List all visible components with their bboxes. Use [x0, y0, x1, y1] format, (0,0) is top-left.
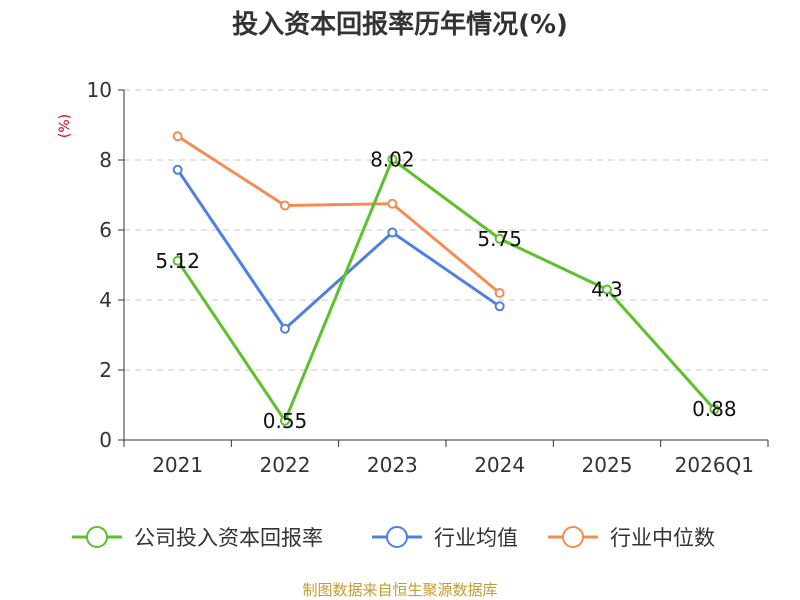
y-axis-unit-label: (%) [57, 114, 73, 138]
y-tick-label: 10 [87, 78, 112, 102]
data-label: 0.55 [263, 409, 308, 433]
legend-item-0[interactable]: 公司投入资本回报率 [72, 526, 323, 550]
data-label: 5.12 [155, 249, 200, 273]
y-tick-label: 6 [99, 218, 112, 242]
data-point [387, 198, 398, 209]
legend-marker [86, 526, 108, 548]
data-point [280, 200, 290, 211]
data-point [494, 301, 505, 312]
legend-marker [386, 526, 408, 548]
data-label: 4.3 [591, 278, 623, 302]
data-point [387, 227, 398, 238]
x-tick-label: 2023 [367, 453, 418, 477]
data-point [280, 415, 290, 426]
x-tick-label: 2022 [260, 453, 311, 477]
x-tick-label: 2024 [474, 453, 525, 477]
y-tick-label: 8 [99, 148, 112, 172]
chart-title: 投入资本回报率历年情况(%) [232, 9, 568, 40]
data-point [172, 255, 183, 266]
data-point [280, 323, 290, 334]
legend-item-1[interactable]: 行业均值 [372, 526, 518, 550]
y-tick-label: 2 [99, 358, 112, 382]
data-point [172, 131, 183, 142]
data-point [709, 404, 720, 415]
legend: 公司投入资本回报率 行业均值 行业中位数 [72, 526, 715, 550]
legend-marker [562, 526, 584, 548]
series-line-0 [176, 157, 716, 423]
data-point [494, 288, 505, 298]
data-label: 8.02 [370, 147, 415, 171]
x-tick-label: 2026Q1 [675, 453, 754, 477]
y-tick-label: 4 [99, 288, 112, 312]
data-label: 0.88 [692, 397, 737, 421]
x-tick-label: 2021 [152, 453, 203, 477]
data-labels: 5.12 0.55 8.02 5.75 4.3 0.88 [155, 147, 736, 432]
data-point [172, 164, 183, 175]
legend-label: 公司投入资本回报率 [134, 526, 323, 550]
series-lines [172, 131, 720, 426]
legend-label: 行业均值 [434, 526, 518, 550]
source-note: 制图数据来自恒生聚源数据库 [302, 581, 497, 599]
grid-lines [124, 89, 768, 371]
data-label: 5.75 [477, 227, 522, 251]
y-tick-label: 0 [99, 428, 112, 452]
x-tick-label: 2025 [582, 453, 633, 477]
data-point [494, 233, 505, 244]
series-line-2 [176, 134, 502, 295]
data-point [602, 284, 612, 295]
data-point [387, 154, 398, 165]
legend-label: 行业中位数 [610, 526, 715, 550]
axes: 0 2 4 6 8 10 2021 2022 2023 2024 2025 2026Q1 [87, 78, 769, 477]
series-line-1 [176, 168, 502, 331]
legend-item-2[interactable]: 行业中位数 [548, 526, 715, 550]
